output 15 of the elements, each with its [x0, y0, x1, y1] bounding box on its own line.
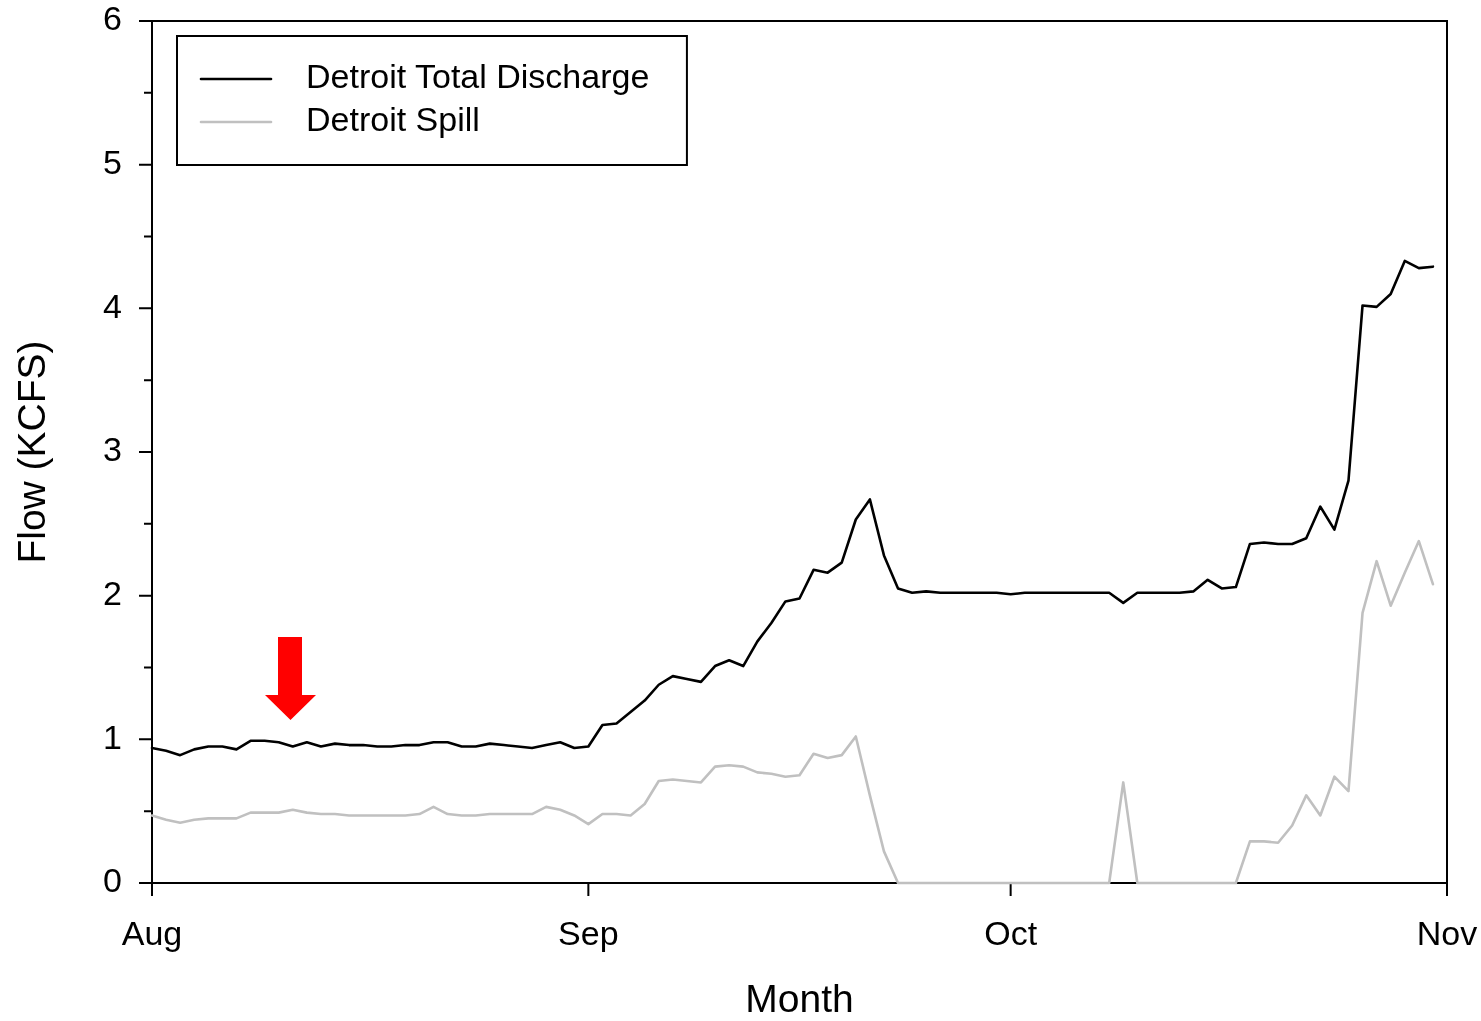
- x-tick-label: Aug: [121, 913, 183, 952]
- y-tick-label: 4: [103, 286, 122, 325]
- x-tick-label: Nov: [1416, 913, 1478, 952]
- legend-label: Detroit Total Discharge: [306, 57, 650, 96]
- y-tick-label: 3: [103, 430, 122, 469]
- y-axis-title: Flow (KCFS): [10, 340, 54, 564]
- x-tick-label: Sep: [558, 913, 619, 952]
- x-tick-label: Oct: [984, 913, 1038, 952]
- y-tick-label: 5: [103, 143, 122, 182]
- y-tick-label: 0: [103, 861, 122, 900]
- legend-label: Detroit Spill: [306, 100, 480, 139]
- x-axis-title: Month: [745, 977, 854, 1021]
- y-tick-label: 1: [103, 717, 122, 756]
- y-tick-label: 2: [103, 574, 122, 613]
- y-tick-label: 6: [103, 0, 122, 38]
